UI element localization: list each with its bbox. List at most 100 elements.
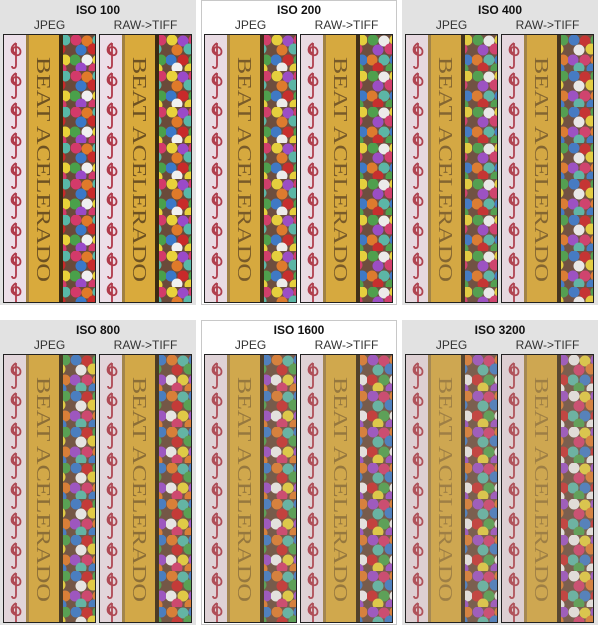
- ribbon-bg: [502, 355, 524, 622]
- dots-strip: [264, 35, 296, 302]
- dots-strip: [561, 355, 593, 622]
- clef: [10, 282, 22, 302]
- clef: [412, 72, 424, 100]
- spine-edge: [428, 355, 431, 622]
- spine-edge: [227, 355, 230, 622]
- clef: [10, 162, 22, 190]
- clef: [10, 482, 22, 510]
- spine-edge: [26, 35, 29, 302]
- clef: [211, 602, 223, 622]
- clef: [106, 362, 118, 390]
- column-label: JPEG: [234, 18, 267, 32]
- spine-shadow: [557, 35, 561, 302]
- spine: [29, 35, 59, 302]
- crop-image: BEAT ACELERADO: [205, 35, 296, 302]
- panel-title: ISO 200: [276, 3, 322, 17]
- spine-text: BEAT ACELERADO: [329, 377, 351, 602]
- spine-shadow: [155, 355, 159, 622]
- clef: [508, 422, 520, 450]
- clef: [508, 162, 520, 190]
- spine: [431, 35, 461, 302]
- column-label: RAW->TIFF: [314, 338, 379, 352]
- dots-strip: [360, 35, 392, 302]
- spine-edge: [122, 355, 125, 622]
- clef: [412, 252, 424, 280]
- clef: [211, 72, 223, 100]
- clef: [211, 222, 223, 250]
- clef: [508, 222, 520, 250]
- clef: [106, 392, 118, 420]
- spine: [431, 355, 461, 622]
- column-label: RAW->TIFF: [113, 18, 178, 32]
- clef: [508, 102, 520, 130]
- panel-title: ISO 3200: [474, 323, 526, 337]
- clef: [106, 222, 118, 250]
- spine-text: BEAT ACELERADO: [128, 377, 150, 602]
- spine-edge: [428, 35, 431, 302]
- clef: [106, 452, 118, 480]
- spine-edge: [26, 355, 29, 622]
- clef: [412, 192, 424, 220]
- spine-text: BEAT ACELERADO: [530, 377, 552, 602]
- spine: [230, 35, 260, 302]
- spine: [326, 355, 356, 622]
- ribbon-bg: [205, 355, 227, 622]
- clef: [10, 572, 22, 600]
- clef: [412, 102, 424, 130]
- iso-panel: ISO 400 JPEG BEAT ACELERADO RAW->TIFF BEAT A…: [402, 0, 598, 305]
- dots-strip: [465, 355, 497, 622]
- noise-veil: [406, 35, 497, 302]
- spine-text: BEAT ACELERADO: [128, 57, 150, 282]
- noise-veil: [205, 35, 296, 302]
- clef: [412, 482, 424, 510]
- ribbon-bg: [502, 35, 524, 302]
- clef: [106, 72, 118, 100]
- clef: [412, 362, 424, 390]
- column-label: JPEG: [33, 338, 66, 352]
- clef: [211, 482, 223, 510]
- clef: [508, 362, 520, 390]
- clef: [508, 482, 520, 510]
- clef: [307, 192, 319, 220]
- crop-image: BEAT ACELERADO: [406, 355, 497, 622]
- spine-shadow: [59, 35, 63, 302]
- image-crop: BEAT ACELERADO: [204, 34, 297, 303]
- spine-text: BEAT ACELERADO: [32, 57, 54, 282]
- spine-text: BEAT ACELERADO: [434, 377, 456, 602]
- crop-image: BEAT ACELERADO: [502, 355, 593, 622]
- clef: [307, 42, 319, 70]
- clef: [106, 602, 118, 622]
- spine-edge: [227, 35, 230, 302]
- image-crop: BEAT ACELERADO: [99, 354, 192, 623]
- dots-strip: [561, 35, 593, 302]
- iso-panel: ISO 3200 JPEG BEAT ACELERADO RAW->TIFF BEAT …: [402, 320, 598, 625]
- clef: [10, 102, 22, 130]
- clef: [10, 222, 22, 250]
- spine-shadow: [260, 355, 264, 622]
- clef: [10, 512, 22, 540]
- column-label: JPEG: [435, 18, 468, 32]
- clef: [211, 572, 223, 600]
- spine-text: BEAT ACELERADO: [530, 57, 552, 282]
- ribbon-bg: [301, 35, 323, 302]
- spine: [125, 355, 155, 622]
- clef: [412, 422, 424, 450]
- clef: [10, 252, 22, 280]
- image-crop: BEAT ACELERADO: [99, 34, 192, 303]
- clef: [211, 192, 223, 220]
- clef: [211, 542, 223, 570]
- dots-strip: [63, 355, 95, 622]
- spine-shadow: [557, 355, 561, 622]
- clef: [307, 72, 319, 100]
- clef: [307, 162, 319, 190]
- column-label: JPEG: [435, 338, 468, 352]
- spine-shadow: [356, 35, 360, 302]
- panel-title: ISO 100: [75, 3, 121, 17]
- spine-edge: [323, 355, 326, 622]
- clef: [307, 482, 319, 510]
- clef: [412, 162, 424, 190]
- clef: [10, 132, 22, 160]
- noise-veil: [502, 355, 593, 622]
- spine-shadow: [461, 35, 465, 302]
